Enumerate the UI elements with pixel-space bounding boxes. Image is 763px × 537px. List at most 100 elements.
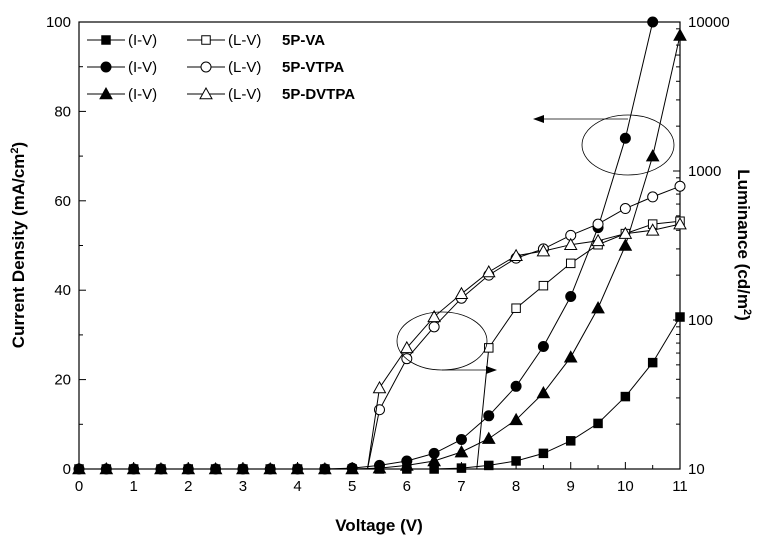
legend-row-5p-dvtpa: (I-V) (L-V) 5P-DVTPA	[87, 86, 355, 103]
data-point-5p-vtpa-i-v	[483, 410, 495, 422]
series-layer	[72, 16, 687, 475]
data-point-5p-dvtpa-i-v	[481, 431, 496, 444]
data-point-5p-dvtpa-l-v	[454, 286, 469, 300]
annotation-layer	[396, 114, 675, 374]
y-tick-label: 60	[54, 193, 71, 210]
x-axis-title: Voltage (V)	[335, 516, 423, 535]
data-point-5p-dvtpa-i-v	[454, 444, 469, 458]
data-point-5p-va-i-v	[484, 460, 494, 471]
data-point-5p-va-i-v	[620, 391, 631, 402]
y2-axis-title-sup: 2	[741, 309, 753, 315]
legend-marker-iv	[99, 86, 113, 100]
data-point-5p-va-i-v	[456, 463, 467, 473]
data-point-5p-vtpa-l-v	[592, 218, 604, 230]
data-point-5p-dvtpa-i-v	[318, 461, 332, 475]
series-5p-vtpa-l-v	[367, 180, 686, 470]
x-tick-label: 5	[348, 478, 356, 495]
y2-axis-title-end: )	[734, 315, 753, 321]
data-point-5p-dvtpa-l-v	[563, 237, 578, 251]
data-point-5p-vtpa-i-v	[537, 341, 549, 353]
y-tick-label: 80	[54, 103, 71, 120]
data-point-5p-dvtpa-i-v	[618, 238, 633, 251]
series-5p-va-l-v	[476, 216, 685, 470]
y2-tick-label: 10	[688, 461, 705, 478]
data-point-5p-dvtpa-i-v	[399, 458, 414, 471]
legend-marker-iv	[100, 61, 112, 73]
legend-row-5p-va: (I-V) (L-V) 5P-VA	[87, 32, 325, 49]
legend-marker-lv	[201, 35, 211, 45]
data-point-5p-dvtpa-i-v	[591, 301, 605, 314]
data-point-5p-dvtpa-l-v	[427, 309, 441, 323]
annotation-arrowhead-iv	[533, 115, 544, 123]
y-tick-label: 40	[54, 282, 71, 299]
data-point-5p-vtpa-i-v	[647, 16, 659, 28]
series-line-5p-vtpa-l-v	[367, 185, 681, 470]
x-tick-label: 2	[184, 478, 192, 495]
y2-tick-label: 100	[688, 312, 713, 329]
data-point-5p-dvtpa-l-v	[618, 226, 633, 239]
x-tick-label: 11	[672, 478, 688, 495]
data-point-5p-dvtpa-i-v	[345, 461, 360, 475]
legend-sample-name: 5P-DVTPA	[282, 86, 355, 103]
data-point-5p-dvtpa-l-v	[645, 223, 660, 236]
data-point-5p-dvtpa-i-v	[126, 461, 141, 475]
data-point-5p-dvtpa-i-v	[290, 461, 305, 475]
legend-label-lv: (L-V)	[228, 32, 261, 49]
y-axis-title-sup: 2	[9, 147, 21, 153]
x-tick-label: 7	[457, 478, 465, 495]
x-tick-label: 3	[239, 478, 247, 495]
x-tick-label: 6	[403, 478, 411, 495]
y-tick-label: 20	[54, 372, 71, 389]
x-tick-label: 10	[617, 478, 634, 495]
data-point-5p-dvtpa-l-v	[399, 340, 414, 354]
y2-axis-title-main: Luminance (cd/m	[734, 169, 753, 309]
y-axis-title-main: Current Density (mA/cm	[9, 154, 28, 349]
legend-label-iv: (I-V)	[128, 32, 157, 49]
data-point-5p-dvtpa-l-v	[481, 264, 496, 278]
data-point-5p-va-l-v	[484, 343, 494, 353]
data-point-5p-dvtpa-l-v	[591, 233, 605, 247]
data-point-5p-dvtpa-i-v	[563, 350, 578, 363]
series-5p-dvtpa-l-v	[367, 217, 687, 470]
data-point-5p-dvtpa-i-v	[154, 461, 168, 475]
data-point-5p-dvtpa-i-v	[372, 461, 387, 474]
data-point-5p-dvtpa-i-v	[99, 461, 114, 475]
y2-tick-label: 1000	[688, 163, 721, 180]
legend-sample-name: 5P-VA	[282, 32, 325, 49]
data-point-5p-dvtpa-i-v	[72, 461, 86, 475]
series-line-5p-va-l-v	[476, 220, 681, 470]
legend-label-iv: (I-V)	[128, 59, 157, 76]
annotation-ellipse-iv	[581, 114, 675, 176]
legend-marker-lv	[199, 86, 213, 100]
x-tick-label: 9	[567, 478, 575, 495]
data-point-5p-dvtpa-i-v	[673, 28, 687, 41]
plot-frame	[78, 21, 681, 470]
legend-marker-iv	[101, 35, 111, 45]
data-point-5p-vtpa-i-v	[619, 132, 631, 144]
data-point-5p-dvtpa-i-v	[236, 461, 250, 475]
annotation-ellipse-lv	[396, 311, 488, 371]
data-point-5p-va-l-v	[511, 303, 521, 313]
data-point-5p-dvtpa-l-v	[372, 380, 387, 394]
legend: (I-V) (L-V) 5P-VA (I-V) (L-V) 5P-VTPA (I-V) (L-…	[87, 32, 355, 103]
y-axis-title: Current Density (mA/cm2)	[9, 142, 28, 348]
legend-marker-lv	[200, 61, 212, 73]
y-tick-label: 0	[63, 461, 71, 478]
data-point-5p-dvtpa-i-v	[263, 461, 278, 475]
data-point-5p-va-i-v	[647, 357, 658, 368]
data-point-5p-dvtpa-i-v	[208, 461, 223, 475]
y-axis-title-end: )	[9, 142, 28, 148]
x-tick-label: 0	[75, 478, 83, 495]
series-line-5p-dvtpa-i-v	[79, 35, 681, 470]
data-point-5p-vtpa-i-v	[565, 290, 577, 302]
data-point-5p-va-i-v	[538, 448, 549, 459]
data-point-5p-vtpa-i-v	[510, 380, 522, 392]
data-point-5p-dvtpa-l-v	[536, 244, 551, 257]
data-point-5p-vtpa-l-v	[619, 203, 631, 215]
legend-label-iv: (I-V)	[128, 86, 157, 103]
legend-row-5p-vtpa: (I-V) (L-V) 5P-VTPA	[87, 59, 344, 76]
x-tick-label: 1	[129, 478, 137, 495]
data-point-5p-dvtpa-i-v	[509, 412, 523, 426]
